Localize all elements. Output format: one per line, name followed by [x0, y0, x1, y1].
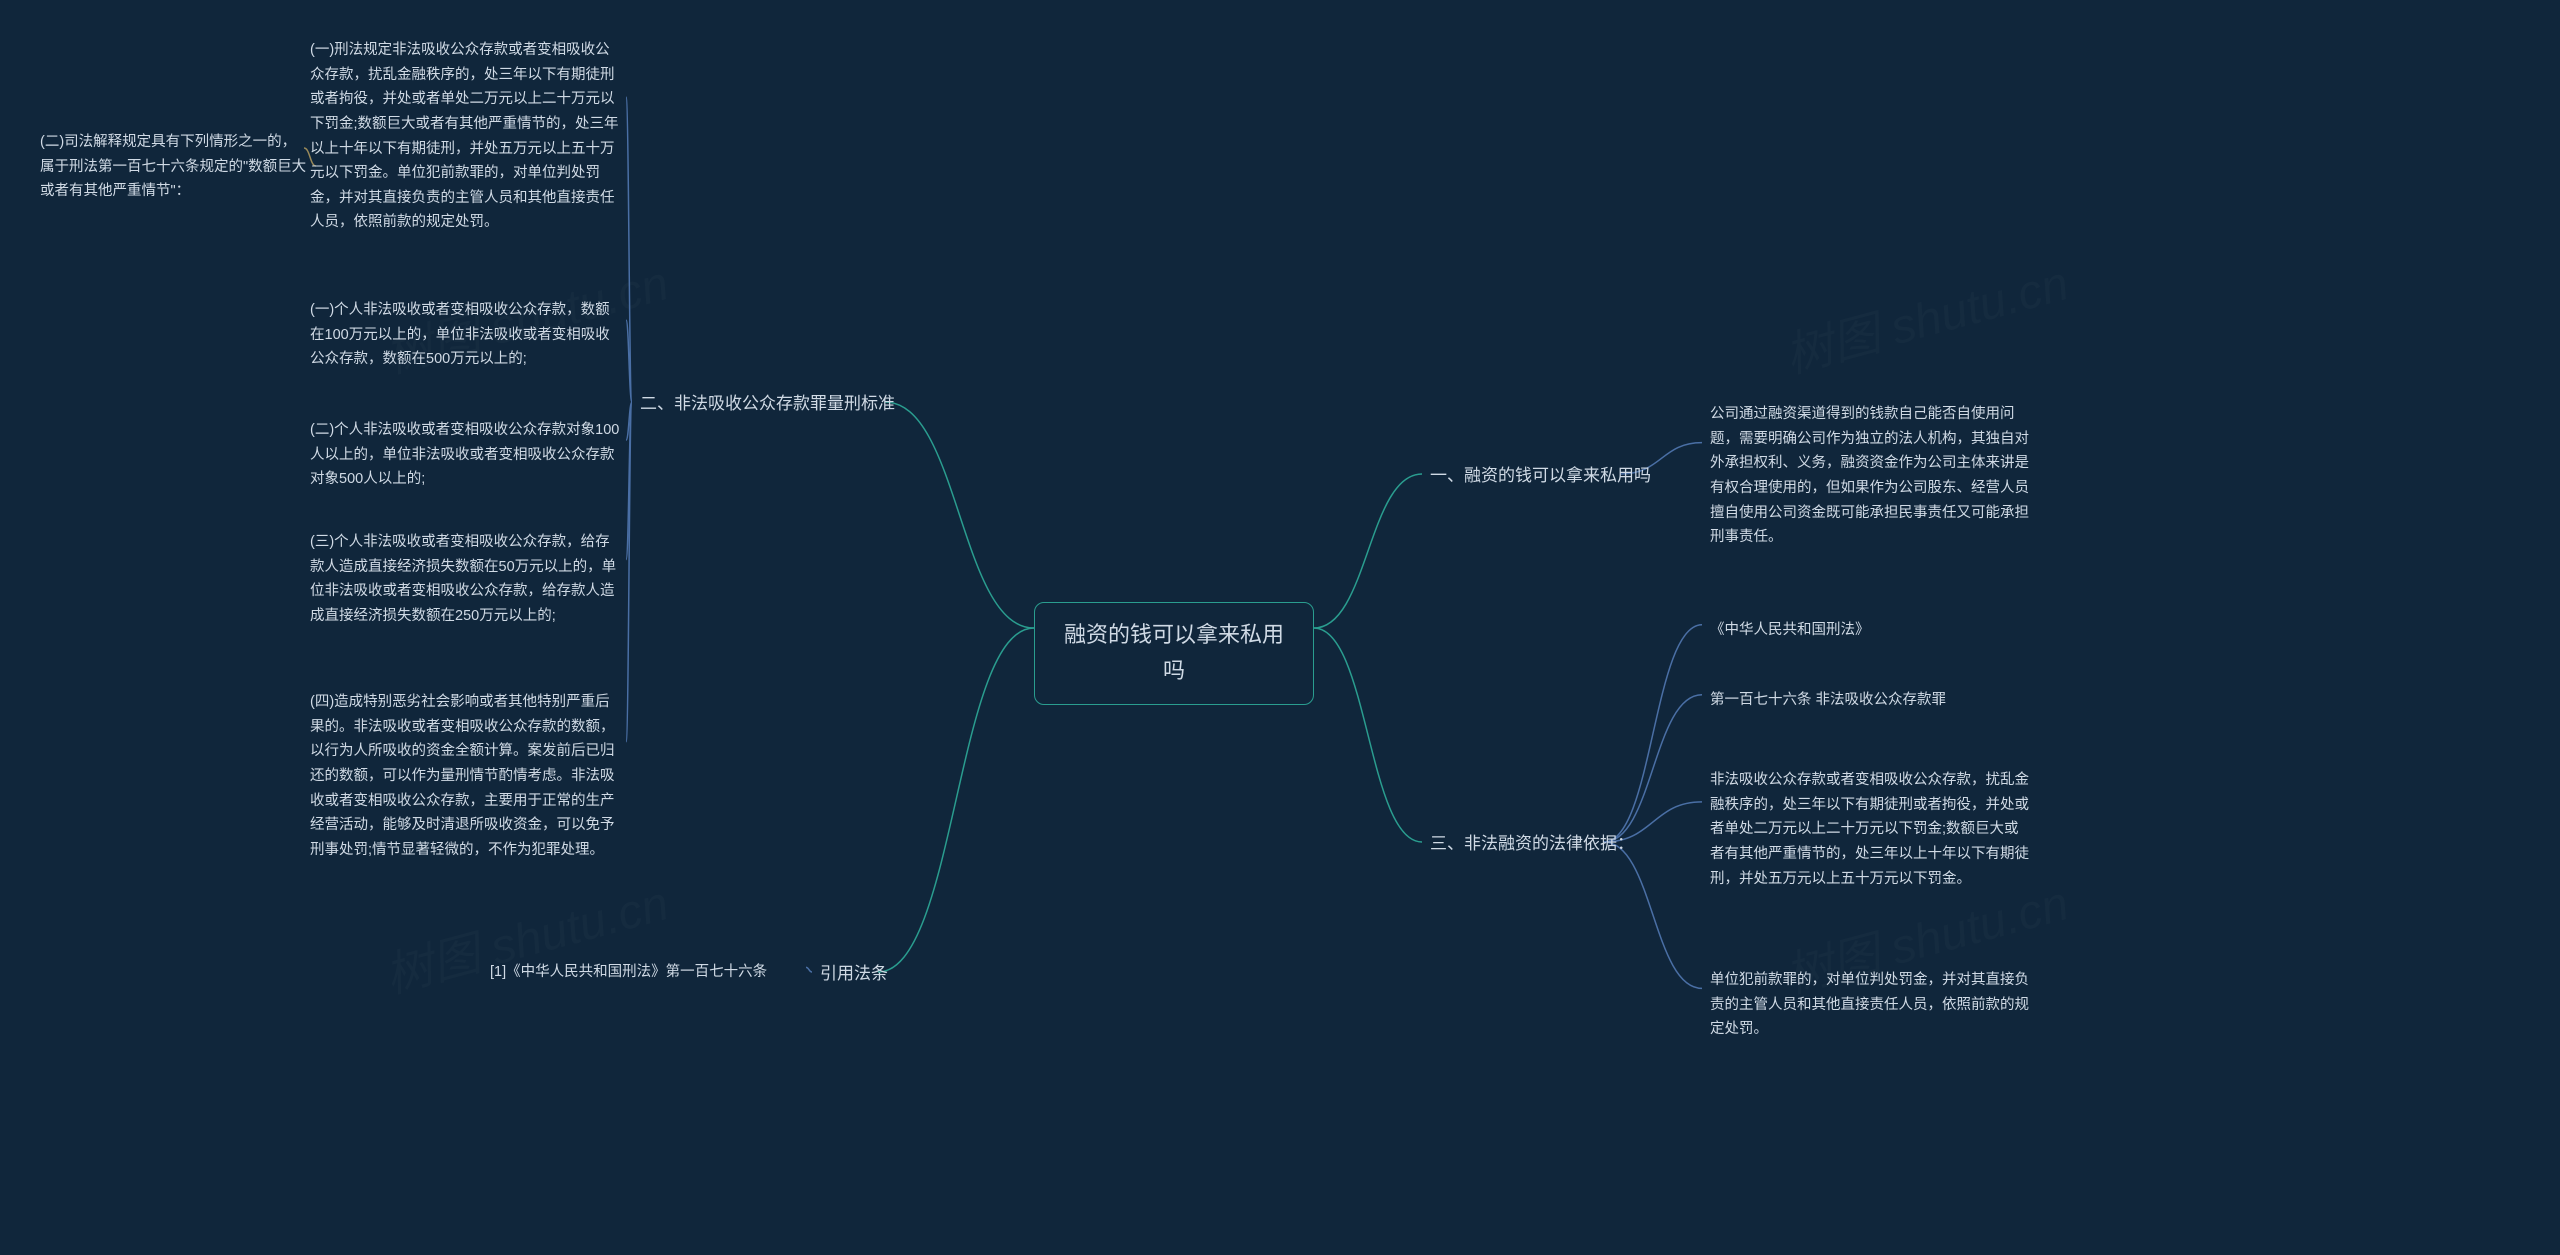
- watermark: 树图 shutu.cn: [1776, 244, 2075, 387]
- branch-left-0: 二、非法吸收公众存款罪量刑标准: [640, 390, 895, 418]
- leaf-right-1-3: 单位犯前款罪的，对单位判处罚金，并对其直接负责的主管人员和其他直接责任人员，依照…: [1710, 968, 2030, 1042]
- branch-left-1: 引用法条: [820, 960, 888, 988]
- root-node: 融资的钱可以拿来私用吗: [1034, 602, 1314, 705]
- leaf-left-0-2: (二)个人非法吸收或者变相吸收公众存款对象100人以上的，单位非法吸收或者变相吸…: [310, 418, 620, 492]
- watermark: 树图 shutu.cn: [376, 864, 675, 1007]
- leaf-right-1-1: 第一百七十六条 非法吸收公众存款罪: [1710, 688, 2030, 713]
- leaf-left-0-4: (四)造成特别恶劣社会影响或者其他特别严重后果的。非法吸收或者变相吸收公众存款的…: [310, 690, 620, 862]
- leaf-extra-0: (二)司法解释规定具有下列情形之一的，属于刑法第一百七十六条规定的"数额巨大或者…: [40, 130, 310, 204]
- branch-right-0: 一、融资的钱可以拿来私用吗: [1430, 462, 1651, 490]
- leaf-right-1-0: 《中华人民共和国刑法》: [1710, 618, 2030, 643]
- branch-right-1: 三、非法融资的法律依据：: [1430, 830, 1634, 858]
- leaf-left-0-1: (一)个人非法吸收或者变相吸收公众存款，数额在100万元以上的，单位非法吸收或者…: [310, 298, 620, 372]
- leaf-right-1-2: 非法吸收公众存款或者变相吸收公众存款，扰乱金融秩序的，处三年以下有期徒刑或者拘役…: [1710, 768, 2030, 891]
- leaf-right-0-0: 公司通过融资渠道得到的钱款自己能否自使用问题，需要明确公司作为独立的法人机构，其…: [1710, 402, 2030, 550]
- leaf-left-0-0: (一)刑法规定非法吸收公众存款或者变相吸收公众存款，扰乱金融秩序的，处三年以下有…: [310, 38, 620, 235]
- leaf-left-1-0: [1]《中华人民共和国刑法》第一百七十六条: [490, 960, 800, 985]
- leaf-left-0-3: (三)个人非法吸收或者变相吸收公众存款，给存款人造成直接经济损失数额在50万元以…: [310, 530, 620, 629]
